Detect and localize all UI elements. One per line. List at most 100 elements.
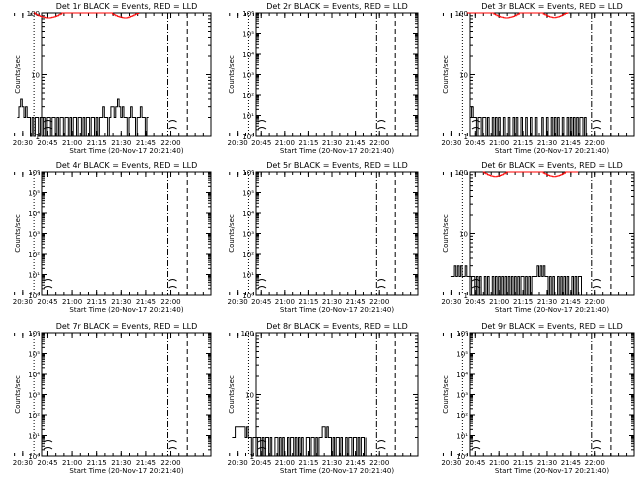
x-tick-label: 21:00 <box>275 459 295 467</box>
interval-marker-arc <box>377 447 386 450</box>
panel-det-1r: Det 1r BLACK = Events, RED = LLD 1 10 100 20… <box>13 2 212 155</box>
interval-marker <box>168 440 177 450</box>
interval-marker-arc <box>377 120 386 123</box>
panel-det-8r: Det 8r BLACK = Events, RED = LLD 1 10 100 20… <box>228 322 419 475</box>
panel-title: Det 4r BLACK = Events, RED = LLD <box>56 161 198 170</box>
x-tick-label: 22:00 <box>160 298 180 306</box>
y-tick-label: 10¹ <box>242 272 254 280</box>
y-tick-label: 10² <box>28 412 40 420</box>
x-tick-label: 20:45 <box>251 459 271 467</box>
interval-marker-arc <box>168 127 177 130</box>
y-tick-label: 10¹ <box>28 272 40 280</box>
interval-marker <box>257 120 267 130</box>
plot-frame <box>255 171 419 296</box>
series-lld <box>466 12 569 19</box>
interval-marker-arc <box>592 120 602 123</box>
x-tick-label: 21:15 <box>298 139 318 147</box>
interval-marker-arc <box>471 440 481 443</box>
x-tick-label: 21:00 <box>62 139 82 147</box>
x-tick-label: 22:00 <box>585 459 605 467</box>
interval-marker-arc <box>257 127 267 130</box>
panel-title: Det 8r BLACK = Events, RED = LLD <box>266 322 408 331</box>
x-axis-label: Start Time (20-Nov-17 20:21:40) <box>69 306 183 314</box>
interval-marker-arc <box>168 120 177 123</box>
plot-frame <box>41 332 212 457</box>
y-tick-label: 1 <box>36 133 40 141</box>
y-tick-label: 1 <box>250 453 254 461</box>
interval-marker <box>592 120 602 130</box>
interval-marker-arc <box>592 447 602 450</box>
x-tick-label: 21:00 <box>62 298 82 306</box>
interval-marker <box>377 440 386 450</box>
x-axis-label: Start Time (20-Nov-17 20:21:40) <box>69 147 183 155</box>
x-tick-label: 20:30 <box>228 459 248 467</box>
interval-marker-arc <box>43 286 53 289</box>
y-tick-label: 10 <box>459 72 468 80</box>
panel-title: Det 1r BLACK = Events, RED = LLD <box>56 2 198 11</box>
x-tick-label: 20:45 <box>251 139 271 147</box>
x-tick-label: 20:30 <box>441 298 461 306</box>
x-tick-label: 20:30 <box>441 139 461 147</box>
interval-marker <box>592 279 602 289</box>
x-tick-label: 20:45 <box>251 298 271 306</box>
y-tick-label: 10⁰ <box>242 133 254 141</box>
panel-det-6r: Det 6r BLACK = Events, RED = LLD 1 10 100 20… <box>441 161 635 314</box>
x-tick-label: 20:45 <box>465 139 485 147</box>
x-tick-label: 21:45 <box>136 298 156 306</box>
x-tick-label: 21:45 <box>136 459 156 467</box>
x-tick-label: 21:00 <box>275 298 295 306</box>
panel-det-2r: Det 2r BLACK = Events, RED = LLD 10⁰ 10¹ 10… <box>228 2 419 155</box>
interval-marker-arc <box>592 279 602 282</box>
panel-det-9r: Det 9r BLACK = Events, RED = LLD 10⁰ 10¹ 10… <box>441 322 635 475</box>
interval-marker <box>592 440 602 450</box>
interval-marker <box>168 120 177 130</box>
series-events <box>232 426 367 457</box>
y-tick-label: 10¹ <box>456 433 468 441</box>
x-tick-label: 21:15 <box>87 298 107 306</box>
x-tick-label: 21:00 <box>275 139 295 147</box>
x-axis-label: Start Time (20-Nov-17 20:21:40) <box>495 306 609 314</box>
x-tick-label: 20:30 <box>13 139 33 147</box>
interval-marker <box>471 440 481 450</box>
x-axis-label: Start Time (20-Nov-17 20:21:40) <box>69 467 183 475</box>
x-tick-label: 21:30 <box>322 139 342 147</box>
y-tick-label: 10³ <box>28 392 40 400</box>
y-axis-label: Counts/sec <box>442 375 450 414</box>
interval-marker-arc <box>377 279 386 282</box>
x-axis-label: Start Time (20-Nov-17 20:21:40) <box>495 467 609 475</box>
x-tick-label: 21:30 <box>537 139 557 147</box>
x-tick-label: 22:00 <box>369 139 389 147</box>
x-tick-label: 21:45 <box>346 459 366 467</box>
x-tick-label: 22:00 <box>585 298 605 306</box>
y-axis-label: Counts/sec <box>228 214 236 253</box>
x-tick-label: 20:30 <box>228 298 248 306</box>
x-tick-label: 22:00 <box>585 139 605 147</box>
x-tick-label: 22:00 <box>160 139 180 147</box>
y-axis-label: Counts/sec <box>228 375 236 414</box>
x-tick-label: 21:45 <box>561 298 581 306</box>
interval-marker-arc <box>168 447 177 450</box>
interval-marker <box>257 279 267 289</box>
x-tick-label: 21:30 <box>537 459 557 467</box>
x-tick-label: 20:30 <box>441 459 461 467</box>
panel-title: Det 3r BLACK = Events, RED = LLD <box>481 2 623 11</box>
x-tick-label: 20:30 <box>13 459 33 467</box>
interval-marker-arc <box>592 127 602 130</box>
series-events <box>450 265 582 296</box>
panel-title: Det 7r BLACK = Events, RED = LLD <box>56 322 198 331</box>
x-tick-label: 20:45 <box>465 459 485 467</box>
y-axis-label: Counts/sec <box>228 55 236 94</box>
panel-title: Det 2r BLACK = Events, RED = LLD <box>266 2 408 11</box>
y-tick-label: 100 <box>27 10 40 18</box>
interval-marker <box>43 440 53 450</box>
interval-marker-arc <box>257 120 267 123</box>
interval-marker-arc <box>43 447 53 450</box>
y-tick-label: 10³ <box>28 231 40 239</box>
y-tick-label: 10² <box>28 251 40 259</box>
y-tick-label: 10⁰ <box>28 453 40 461</box>
y-tick-label: 1 <box>464 292 468 300</box>
x-tick-label: 21:30 <box>537 298 557 306</box>
panel-title: Det 6r BLACK = Events, RED = LLD <box>481 161 623 170</box>
x-axis-label: Start Time (20-Nov-17 20:21:40) <box>280 467 394 475</box>
